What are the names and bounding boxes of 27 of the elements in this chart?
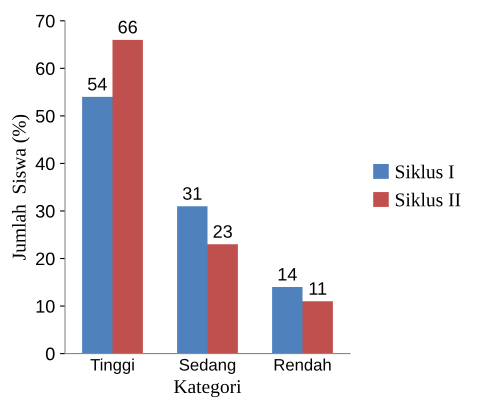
y-tick-label: 10 xyxy=(36,300,55,313)
y-tick-label: 70 xyxy=(36,14,55,28)
bar xyxy=(272,287,302,354)
legend-label: Siklus II xyxy=(396,192,460,206)
bar xyxy=(82,96,112,354)
data-label: 31 xyxy=(182,187,202,200)
x-tick-label: Tinggi xyxy=(90,358,134,374)
y-tick-label: 60 xyxy=(36,62,55,76)
bar xyxy=(112,40,143,354)
bar xyxy=(177,206,208,354)
bar xyxy=(302,301,333,354)
x-tick-label: Sedang xyxy=(180,358,236,374)
y-tick-label: 20 xyxy=(36,252,55,266)
y-tick-label: 0 xyxy=(46,348,55,360)
x-tick-label: Rendah xyxy=(274,358,331,371)
data-label: 14 xyxy=(278,268,297,281)
data-label: 11 xyxy=(310,282,326,295)
data-label: 54 xyxy=(88,78,107,91)
y-tick-label: 40 xyxy=(36,157,55,170)
y-axis-title: Jumlah Siswa (%) xyxy=(12,114,30,260)
y-tick-label: 30 xyxy=(36,204,55,218)
data-label: 23 xyxy=(214,225,232,238)
legend-label: Siklus I xyxy=(396,164,454,178)
bar xyxy=(208,244,238,354)
data-label: 66 xyxy=(118,20,137,34)
y-tick-label: 50 xyxy=(36,110,55,123)
x-axis-title: Kategori xyxy=(174,380,242,398)
